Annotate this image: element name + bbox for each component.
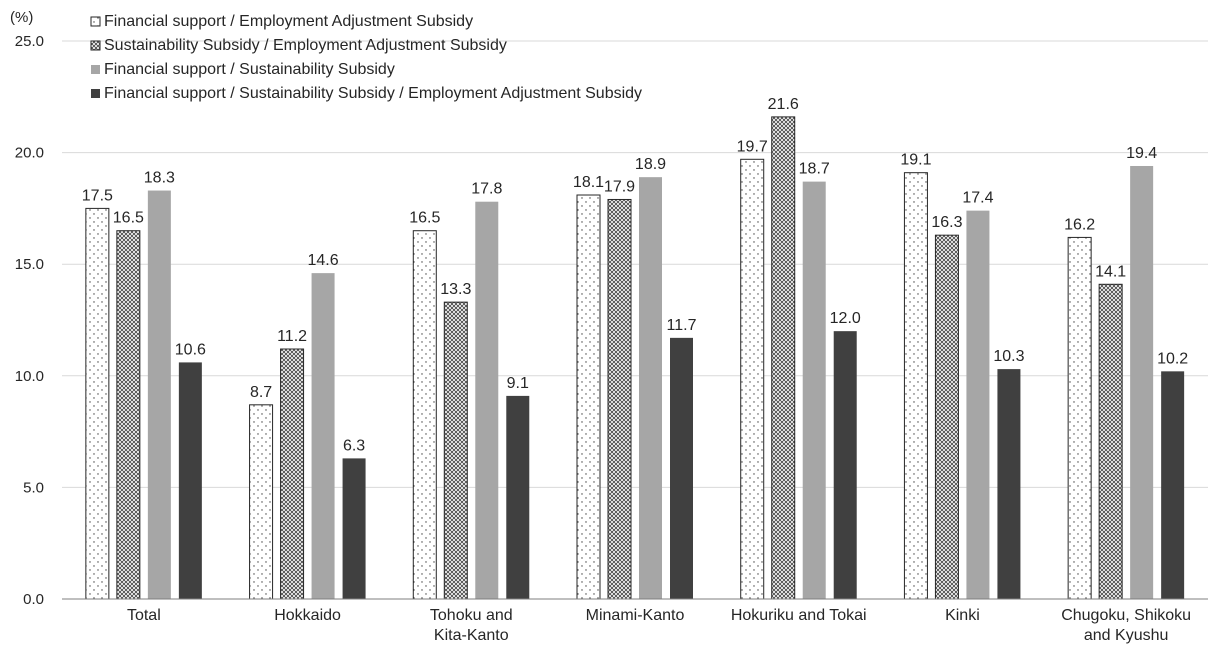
- bar: [966, 210, 990, 599]
- data-label: 16.3: [931, 214, 962, 231]
- data-label: 17.4: [962, 190, 993, 207]
- y-tick-label: 20.0: [15, 145, 44, 162]
- data-label: 10.3: [993, 348, 1024, 365]
- data-label: 18.7: [799, 161, 830, 178]
- data-label: 8.7: [250, 384, 272, 401]
- legend-swatch: [91, 89, 100, 98]
- data-label: 19.4: [1126, 145, 1157, 162]
- data-label: 17.8: [471, 181, 502, 198]
- data-label: 17.5: [82, 187, 113, 204]
- bar: [997, 369, 1021, 599]
- legend: Financial support / Employment Adjustmen…: [90, 13, 642, 102]
- bar: [506, 395, 530, 599]
- data-label: 13.3: [440, 281, 471, 298]
- y-tick-label: 25.0: [15, 33, 44, 50]
- bar: [147, 190, 171, 599]
- x-tick-label: Total: [127, 607, 161, 624]
- bar: [771, 116, 796, 600]
- x-tick-label: Kita-Kanto: [434, 627, 509, 644]
- data-label: 16.5: [409, 210, 440, 227]
- legend-swatch: [91, 65, 100, 74]
- data-label: 18.1: [573, 174, 604, 191]
- bar: [475, 201, 499, 600]
- bar: [1130, 165, 1154, 599]
- y-tick-label: 0.0: [23, 591, 44, 608]
- bar: [1098, 283, 1123, 600]
- bar: [249, 404, 274, 600]
- data-label: 6.3: [343, 437, 365, 454]
- bar: [311, 273, 335, 599]
- data-labels: 17.5 8.7 16.5 18.1 19.7 19.1 16.2 16.5 11.2 13.3 1…: [82, 96, 1189, 454]
- legend-entry: Financial support / Sustainability Subsi…: [104, 85, 642, 102]
- bar: [116, 230, 141, 600]
- bar: [639, 177, 662, 600]
- bar: [903, 172, 928, 600]
- data-label: 19.1: [900, 152, 931, 169]
- data-label: 16.2: [1064, 216, 1095, 233]
- data-label: 18.3: [144, 170, 175, 187]
- y-axis-ticks: 0.0 5.0 10.0 15.0 20.0 25.0: [15, 33, 44, 608]
- data-label: 19.7: [737, 138, 768, 155]
- bar: [443, 301, 468, 600]
- x-tick-label: Hokuriku and Tokai: [731, 607, 867, 624]
- bar: [1161, 371, 1185, 599]
- data-label: 10.2: [1157, 350, 1188, 367]
- bar: [934, 234, 959, 600]
- x-tick-label: Kinki: [945, 607, 980, 624]
- bar: [802, 181, 826, 599]
- data-label: 18.9: [635, 156, 666, 173]
- data-label: 16.5: [113, 210, 144, 227]
- x-tick-label: Chugoku, Shikoku: [1061, 607, 1191, 624]
- data-label: 11.2: [277, 328, 307, 345]
- legend-entry: Financial support / Sustainability Subsi…: [104, 61, 395, 78]
- data-label: 10.6: [175, 341, 206, 358]
- x-axis-labels: Total Hokkaido Tohoku and Kita-Kanto Minami-…: [127, 607, 1191, 644]
- legend-swatch: [90, 40, 101, 51]
- data-label: 11.7: [667, 317, 697, 334]
- bar: [342, 458, 366, 599]
- data-label: 21.6: [768, 96, 799, 113]
- data-label: 9.1: [507, 375, 529, 392]
- legend-entry: Financial support / Employment Adjustmen…: [104, 13, 473, 30]
- legend-swatch: [90, 16, 101, 27]
- bar: [1067, 236, 1092, 600]
- y-tick-label: 10.0: [15, 368, 44, 385]
- y-unit-label: (%): [10, 9, 33, 26]
- bar: [85, 207, 110, 600]
- bar: [833, 331, 857, 599]
- bar: [412, 230, 437, 600]
- x-tick-label: Hokkaido: [274, 607, 341, 624]
- data-label: 14.1: [1095, 263, 1126, 280]
- bar: [607, 198, 632, 600]
- x-tick-label: and Kyushu: [1084, 627, 1169, 644]
- bar: [670, 337, 693, 599]
- bar: [280, 348, 305, 600]
- y-tick-label: 15.0: [15, 256, 44, 273]
- legend-entry: Sustainability Subsidy / Employment Adju…: [104, 37, 507, 54]
- data-label: 12.0: [830, 310, 861, 327]
- data-label: 14.6: [308, 252, 339, 269]
- y-tick-label: 5.0: [23, 479, 44, 496]
- x-tick-label: Tohoku and: [430, 607, 513, 624]
- x-tick-label: Minami-Kanto: [586, 607, 685, 624]
- bar: [740, 158, 765, 600]
- data-label: 17.9: [604, 178, 635, 195]
- bar: [576, 194, 601, 600]
- gridlines: [62, 40, 1208, 488]
- bar: [178, 362, 202, 599]
